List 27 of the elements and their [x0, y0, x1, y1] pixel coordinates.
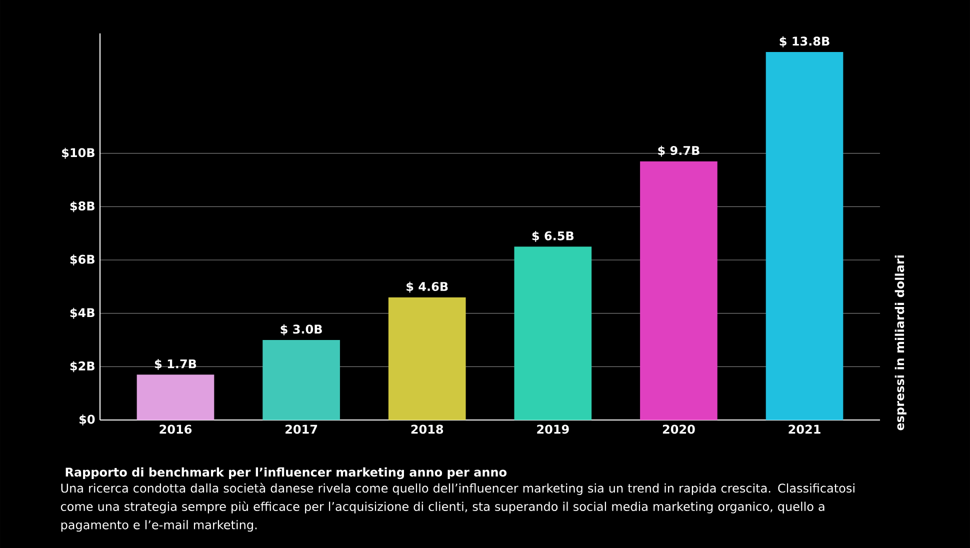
data-label: $ 3.0B [280, 324, 322, 336]
data-label: $ 6.5B [532, 231, 574, 242]
bar [262, 340, 340, 420]
x-tick-label: 2016 [160, 424, 192, 434]
data-label: $ 13.8B [780, 36, 830, 48]
y-tick-label: $6B [70, 254, 94, 266]
x-tick-label: 2017 [286, 424, 318, 434]
x-tick-label: 2021 [788, 424, 820, 434]
x-tick-label: 2020 [662, 424, 695, 434]
bar [136, 374, 214, 420]
y-tick-label: $8B [70, 201, 94, 212]
text: Una ricerca condotta dalla società danese rivela come quello dell’influencer marketing sia un trend in rapida crescita. Classificatosi come una strategia sempre più efficace per l’acquisizione di clienti, sta superando il social media marketing organico, quello a pagamento e l’e-mail marketing. [60, 482, 854, 532]
y-tick-label: $10B [62, 148, 94, 159]
x-tick-label: 2019 [537, 424, 569, 434]
x-tick-label: 2018 [411, 424, 444, 434]
bar [514, 246, 592, 420]
data-label: $ 1.7B [154, 359, 196, 370]
y-axis-title: espressi in miliardi dollari [894, 256, 906, 430]
bar [640, 161, 718, 420]
data-label: $ 4.6B [406, 282, 448, 293]
y-tick-label: $0 [80, 414, 95, 426]
bar [766, 52, 844, 420]
data-label: $ 9.7B [658, 146, 700, 157]
bar [388, 297, 466, 420]
y-tick-label: $2B [70, 361, 94, 372]
text: Rapporto di benchmark per l’influencer marketing anno per anno [66, 467, 506, 480]
y-tick-label: $4B [70, 308, 94, 319]
